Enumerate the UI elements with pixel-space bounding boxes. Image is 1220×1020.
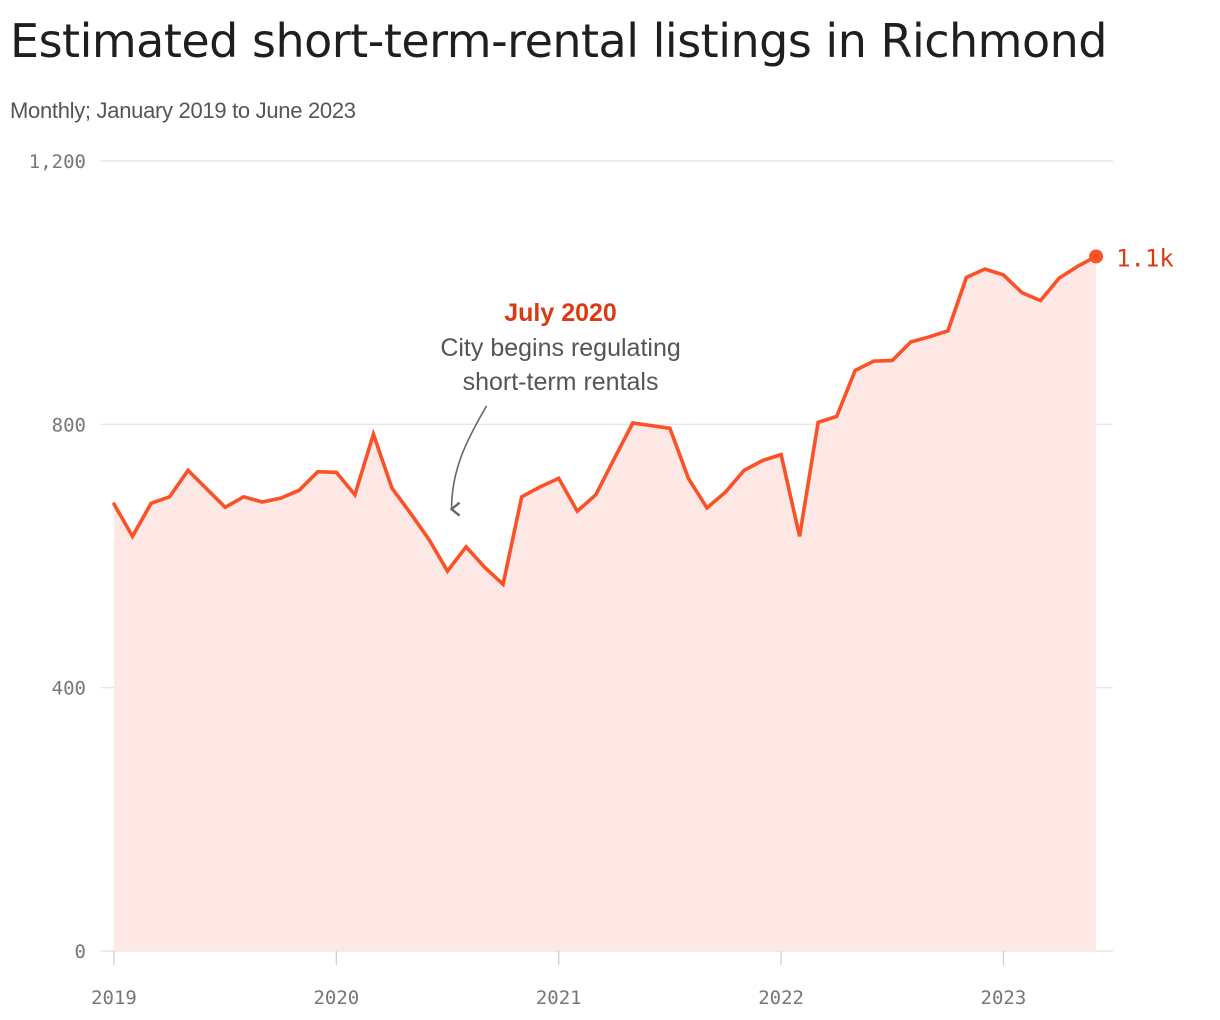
- y-tick-label-0: 0: [75, 941, 86, 963]
- end-value-label: 1.1k: [1116, 244, 1174, 272]
- y-tick-label-1200: 1,200: [29, 151, 86, 173]
- area-fill: [114, 256, 1097, 951]
- annotation-title: July 2020: [504, 299, 617, 327]
- chart-title: Estimated short-term-rental listings in …: [10, 14, 1107, 68]
- y-tick-label-800: 800: [52, 414, 86, 436]
- annotation-line-2: short-term rentals: [463, 368, 659, 396]
- y-tick-label-400: 400: [52, 678, 86, 700]
- x-tick-label-2019: 2019: [91, 987, 137, 1009]
- chart-subtitle: Monthly; January 2019 to June 2023: [10, 98, 356, 123]
- series-line: [112, 254, 1098, 588]
- x-tick-label-2023: 2023: [981, 987, 1027, 1009]
- x-tick-label-2022: 2022: [758, 987, 804, 1009]
- x-tick-label-2021: 2021: [536, 987, 582, 1009]
- annotation-line-1: City begins regulating: [440, 334, 680, 362]
- x-tick-label-2020: 2020: [313, 987, 359, 1009]
- end-point-marker: [1089, 249, 1104, 264]
- annotation-arrow: [452, 405, 488, 509]
